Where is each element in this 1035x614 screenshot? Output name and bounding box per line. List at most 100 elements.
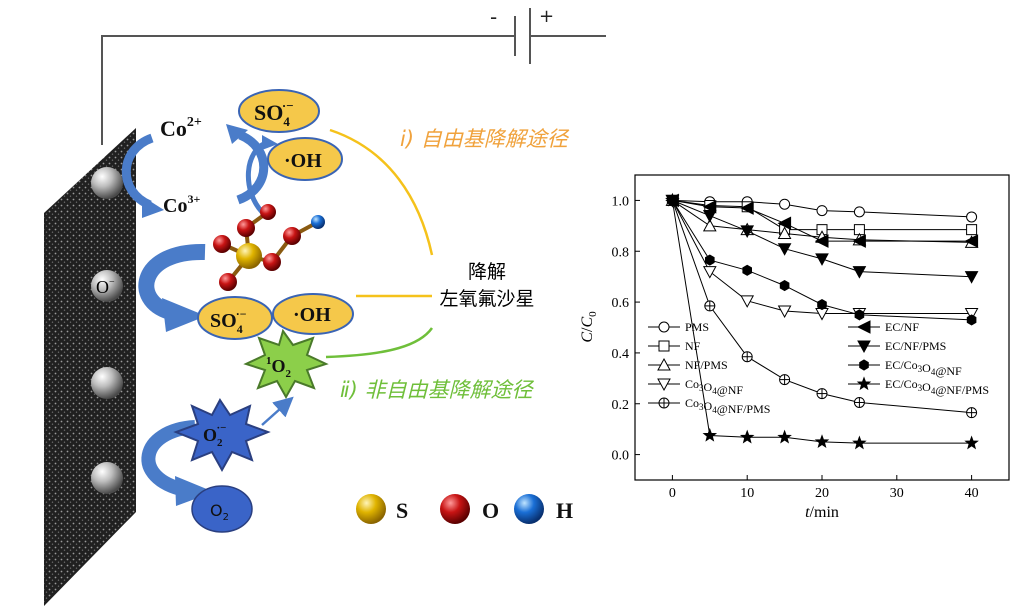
data-point xyxy=(702,218,717,232)
activation-arrow-upper-head xyxy=(162,298,206,332)
series-EC/Co3O4@NF/PMS xyxy=(665,192,979,450)
data-point xyxy=(814,234,829,248)
y-tick-label: 0.0 xyxy=(612,449,630,464)
nonradical-pathway-line xyxy=(325,327,434,359)
foam-electrode: O− xyxy=(44,128,136,606)
hydroxyl-radical-ellipse-top xyxy=(267,137,343,181)
oxygen-legend-label: O xyxy=(482,498,499,523)
y-axis-label: C/C0 xyxy=(579,311,599,343)
reduction-arrow-lower xyxy=(141,420,196,497)
data-point xyxy=(777,226,792,239)
radical-top-group: SO4·− ·OH xyxy=(238,89,343,181)
data-point xyxy=(966,211,978,223)
circuit: - + xyxy=(101,5,606,145)
data-point xyxy=(702,266,717,279)
y-tick-label: 1.0 xyxy=(612,194,630,209)
data-point xyxy=(777,216,792,231)
data-point xyxy=(739,429,755,444)
x-tick-label: 40 xyxy=(965,486,979,501)
nonradical-pathway-label: ⅱ) 非自由基降解途径 xyxy=(340,378,534,402)
data-point xyxy=(779,198,791,210)
data-point xyxy=(702,427,718,442)
data-point xyxy=(964,308,979,321)
data-point xyxy=(817,299,827,311)
radical-pathway-line-top xyxy=(329,128,434,256)
y-tick-label: 0.4 xyxy=(612,347,630,362)
x-tick-label: 0 xyxy=(669,486,676,501)
legend-label: PMS xyxy=(685,320,709,334)
data-point xyxy=(964,271,979,284)
legend-marker xyxy=(658,340,670,352)
x-tick-label: 20 xyxy=(815,486,829,501)
series-Co3O4@NF/PMS xyxy=(666,194,978,419)
data-point xyxy=(815,253,829,266)
data-point xyxy=(665,192,680,207)
legend-label: EC/Co3O4@NF/PMS xyxy=(885,377,989,397)
legend-marker xyxy=(856,376,872,391)
superoxide-label: O2·− xyxy=(203,422,226,449)
data-point xyxy=(966,224,978,236)
data-point xyxy=(742,264,752,276)
data-point xyxy=(777,243,792,256)
data-point xyxy=(966,314,977,326)
legend-marker xyxy=(859,359,869,371)
y-tick-label: 0.6 xyxy=(612,296,630,311)
co2-label: Co2+ xyxy=(160,115,202,141)
singlet-oxygen-burst xyxy=(243,328,329,400)
cobalt-site-2 xyxy=(91,270,123,302)
x-tick-label: 10 xyxy=(740,486,754,501)
data-point xyxy=(702,199,717,214)
o-minus-label: O− xyxy=(96,277,115,297)
data-point xyxy=(964,435,979,450)
radical-pathway-label: ⅰ) 自由基降解途径 xyxy=(400,127,570,151)
legend-label: EC/NF xyxy=(885,320,919,334)
hydroxyl-radical-label-middle: ·OH xyxy=(293,304,331,326)
data-point xyxy=(853,206,865,218)
data-point xyxy=(740,201,754,215)
data-point xyxy=(777,305,792,319)
hydrogen-legend-label: H xyxy=(556,498,573,523)
sulfate-radical-ellipse-top xyxy=(238,89,320,133)
legend-label: EC/Co3O4@NF xyxy=(885,358,962,378)
singlet-oxygen-label: 1O2 xyxy=(266,355,292,380)
pms-molecule xyxy=(213,204,325,291)
hydroxyl-radical-label-top: ·OH xyxy=(284,150,322,172)
atom-legend: S O H xyxy=(356,494,573,524)
legend-label: Co3O4@NF/PMS xyxy=(685,396,770,416)
sulfate-radical-label-top: SO4·− xyxy=(254,98,294,129)
superoxide-to-singlet-arrow xyxy=(261,396,294,426)
sulfate-radical-ellipse-middle xyxy=(197,296,273,340)
y-tick-label: 0.8 xyxy=(612,245,630,260)
oxygen-ellipse xyxy=(191,485,253,533)
y-tick-label: 0.2 xyxy=(612,398,630,413)
oxygen-label: O2 xyxy=(210,501,229,523)
sulfate-radical-label-middle: SO4·− xyxy=(210,307,247,336)
data-point xyxy=(852,234,866,248)
x-axis-label: t/min xyxy=(805,504,839,521)
data-point xyxy=(740,295,755,308)
hydrogen-atom-swatch xyxy=(514,494,544,524)
degradation-label: 降解 xyxy=(468,261,506,283)
singlet-oxygen: 1O2 xyxy=(243,328,329,400)
data-point xyxy=(777,429,792,444)
legend-label: NF/PMS xyxy=(685,358,728,372)
oxygen-atom-swatch xyxy=(440,494,470,524)
legend-marker xyxy=(657,378,671,392)
data-point xyxy=(705,254,715,266)
sulfur-legend-label: S xyxy=(396,498,408,523)
battery-minus-label: - xyxy=(490,5,497,29)
sulfur-atom-swatch xyxy=(356,494,386,524)
co3-label: Co3+ xyxy=(163,192,200,217)
data-point xyxy=(816,205,828,217)
superoxide: O2·− xyxy=(173,396,294,473)
legend-label: EC/NF/PMS xyxy=(885,339,946,353)
data-point xyxy=(779,280,790,292)
activation-arrow-upper xyxy=(138,243,206,320)
reduction-arrow-lower-head xyxy=(175,476,214,506)
hydroxyl-radical-ellipse-middle xyxy=(272,293,354,335)
data-point xyxy=(852,435,867,450)
radical-middle-group: SO4·− ·OH xyxy=(197,293,354,340)
x-tick-label: 30 xyxy=(890,486,904,501)
data-point xyxy=(854,309,865,321)
